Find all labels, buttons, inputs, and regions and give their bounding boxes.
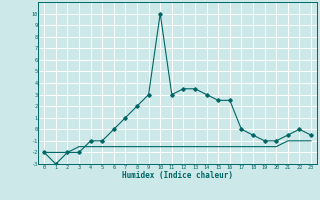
X-axis label: Humidex (Indice chaleur): Humidex (Indice chaleur) [122, 171, 233, 180]
